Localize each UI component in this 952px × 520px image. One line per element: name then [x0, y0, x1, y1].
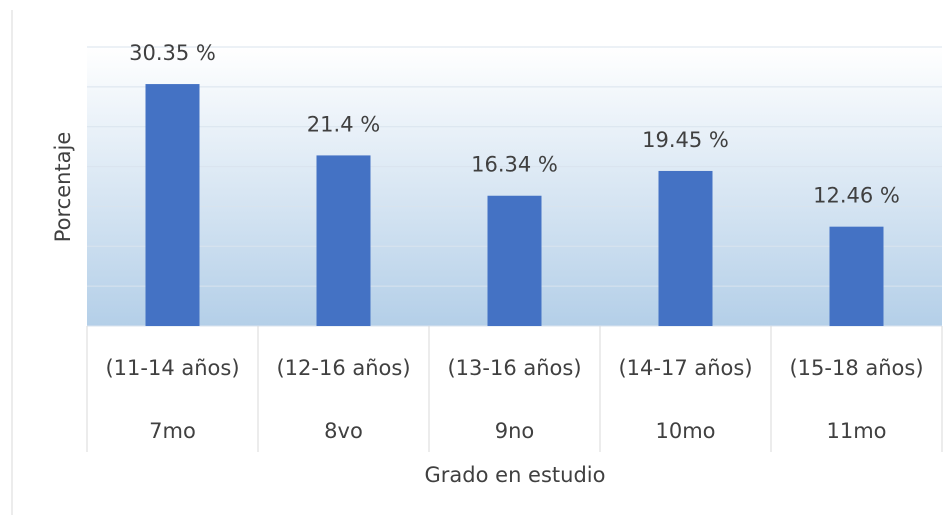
x-tick-sublabel: (14-17 años): [618, 356, 752, 380]
data-label: 30.35 %: [129, 41, 216, 65]
bar: [145, 84, 200, 327]
data-label: 12.46 %: [813, 184, 900, 208]
y-axis-title: Porcentaje: [51, 132, 75, 243]
x-tick-label: 7mo: [149, 419, 196, 443]
x-tick-label: 11mo: [826, 419, 886, 443]
x-axis-title: Grado en estudio: [425, 463, 606, 487]
bar: [316, 155, 371, 326]
data-label: 19.45 %: [642, 128, 729, 152]
x-tick-sublabel: (11-14 años): [105, 356, 239, 380]
x-tick-sublabel: (12-16 años): [276, 356, 410, 380]
bar: [829, 226, 884, 326]
bar: [487, 195, 542, 326]
x-tick-sublabel: (13-16 años): [447, 356, 581, 380]
x-tick-sublabel: (15-18 años): [789, 356, 923, 380]
x-tick-label: 9no: [495, 419, 535, 443]
bar: [658, 170, 713, 326]
x-tick-label: 8vo: [324, 419, 363, 443]
data-label: 21.4 %: [307, 112, 380, 136]
x-tick-label: 10mo: [655, 419, 715, 443]
data-label: 16.34 %: [471, 153, 558, 177]
